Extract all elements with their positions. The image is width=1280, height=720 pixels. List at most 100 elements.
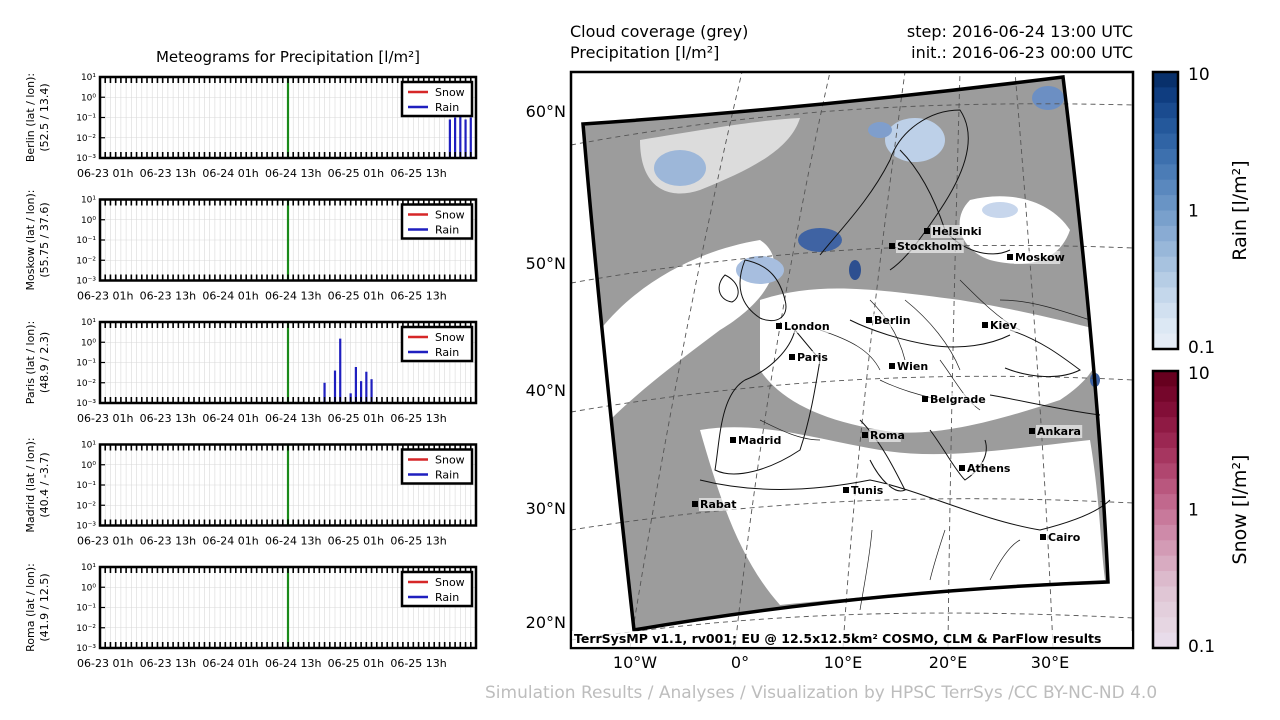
map-header-precip: Precipitation [l/m²] — [570, 43, 719, 62]
y-axis-label-coords: (48.9 / 2.3) — [38, 332, 51, 393]
x-tick-label: 06-25 01h — [328, 412, 384, 425]
city-label-backdrop — [783, 320, 830, 333]
map-panel: Helsinki Stockholm Moskow London Berlin Kiev P… — [526, 22, 1135, 672]
city-marker — [692, 501, 698, 507]
x-tick-label: 06-23 01h — [77, 657, 133, 670]
y-tick-label: 10⁻² — [76, 624, 96, 634]
x-tick-label: 06-25 13h — [390, 290, 446, 303]
model-domain-boundary — [581, 75, 1110, 633]
colorbar-segment — [1153, 210, 1178, 227]
colorbar-segment — [1153, 72, 1178, 88]
city-label: Madrid — [738, 434, 781, 447]
x-tick-label: 06-25 13h — [390, 535, 446, 548]
city-label-backdrop — [699, 498, 738, 511]
city-marker — [1007, 254, 1013, 260]
credit-line: Simulation Results / Analyses / Visualiz… — [485, 683, 1157, 703]
city-label-backdrop — [1036, 425, 1083, 438]
lon-label: 30°E — [1031, 653, 1069, 672]
y-axis-label-coords: (41.9 / 12.5) — [38, 573, 51, 641]
city-label: London — [784, 320, 830, 333]
colorbar-segment — [1153, 318, 1178, 335]
city-label-backdrop — [896, 240, 964, 253]
colorbar-segment — [1153, 118, 1178, 135]
colorbar-label: Snow [l/m²] — [1229, 455, 1251, 565]
legend-label-rain: Rain — [435, 224, 459, 237]
y-tick-label: 10⁻³ — [76, 399, 96, 409]
colorbar-segment — [1153, 432, 1178, 449]
city-marker — [1040, 534, 1046, 540]
city-marker — [889, 363, 895, 369]
country-borders — [759, 279, 1091, 611]
y-tick-label: 10⁻¹ — [76, 236, 96, 246]
x-tick-label: 06-24 01h — [202, 167, 258, 180]
map-header-init: init.: 2016-06-23 00:00 UTC — [911, 43, 1133, 62]
colorbar-segment — [1153, 494, 1178, 510]
colorbar-segment — [1153, 102, 1178, 119]
city-madrid: Madrid — [730, 434, 784, 447]
city-label-backdrop — [850, 484, 889, 497]
y-tick-label: 10⁰ — [81, 338, 96, 348]
city-label: Kiev — [990, 319, 1018, 332]
x-tick-label: 06-24 01h — [202, 657, 258, 670]
x-tick-label: 06-24 13h — [265, 535, 321, 548]
x-tick-label: 06-23 13h — [140, 535, 196, 548]
colorbar-tick-label: 10 — [1188, 364, 1210, 384]
legend-label-snow: Snow — [435, 576, 465, 589]
x-tick-label: 06-25 01h — [328, 535, 384, 548]
city-label-backdrop — [1014, 251, 1061, 264]
colorbar-segment — [1153, 524, 1178, 541]
y-tick-label: 10¹ — [81, 441, 96, 451]
city-label-backdrop — [1047, 531, 1086, 544]
legend: Snow Rain — [400, 570, 474, 608]
city-label-backdrop — [869, 429, 901, 442]
city-paris: Paris — [789, 351, 835, 364]
colorbar-segment — [1153, 601, 1178, 618]
colorbar-frame — [1151, 369, 1180, 650]
x-tick-label: 06-23 01h — [77, 167, 133, 180]
x-tick-label: 06-23 01h — [77, 290, 133, 303]
x-tick-label: 06-24 01h — [202, 290, 258, 303]
city-helsinki: Helsinki — [924, 225, 992, 238]
legend-label-snow: Snow — [435, 209, 465, 222]
y-tick-label: 10⁻³ — [76, 644, 96, 654]
legend-label-snow: Snow — [435, 454, 465, 467]
city-markers: Helsinki Stockholm Moskow London Berlin Kiev P… — [692, 225, 1086, 544]
colorbar-segment — [1153, 478, 1178, 495]
y-tick-label: 10⁰ — [81, 93, 96, 103]
city-label: Belgrade — [930, 393, 986, 406]
city-marker — [924, 228, 930, 234]
x-tick-label: 06-25 01h — [328, 657, 384, 670]
meteogram-panels: 10¹ 10⁰ 10⁻¹ 10⁻² 10⁻³ 06-23 01h 06-23 13h 06-2… — [24, 73, 478, 670]
city-label: Helsinki — [932, 225, 982, 238]
colorbar-segment — [1153, 586, 1178, 603]
city-marker — [862, 432, 868, 438]
y-tick-label: 10⁻¹ — [76, 359, 96, 369]
colorbar-segment — [1153, 417, 1178, 434]
city-label: Tunis — [851, 484, 884, 497]
colorbar-segment — [1153, 133, 1178, 150]
colorbar-rain: 10 1 0.1 Rain [l/m²] — [1151, 65, 1251, 358]
lat-label: 50°N — [526, 254, 566, 273]
city-label-backdrop — [896, 360, 928, 373]
x-tick-label: 06-24 13h — [265, 290, 321, 303]
legend-label-rain: Rain — [435, 591, 459, 604]
y-tick-label: 10⁻² — [76, 501, 96, 511]
x-tick-label: 06-23 13h — [140, 167, 196, 180]
coastlines — [699, 109, 1111, 531]
y-axis-label-coords: (40.4 / -3.7) — [38, 452, 51, 517]
city-athens: Athens — [959, 462, 1013, 475]
colorbar-segment — [1153, 272, 1178, 288]
colorbar-segment — [1153, 225, 1178, 242]
colorbar-segment — [1153, 241, 1178, 258]
y-tick-label: 10⁻² — [76, 134, 96, 144]
city-kiev: Kiev — [982, 319, 1021, 332]
city-marker — [922, 396, 928, 402]
meteogram-frame — [98, 443, 478, 527]
colorbar-segment — [1153, 164, 1178, 181]
y-tick-label: 10⁻¹ — [76, 114, 96, 124]
x-tick-label: 06-23 01h — [77, 412, 133, 425]
legend-label-snow: Snow — [435, 331, 465, 344]
y-tick-label: 10⁻³ — [76, 522, 96, 532]
colorbar-tick-label: 0.1 — [1188, 637, 1215, 657]
